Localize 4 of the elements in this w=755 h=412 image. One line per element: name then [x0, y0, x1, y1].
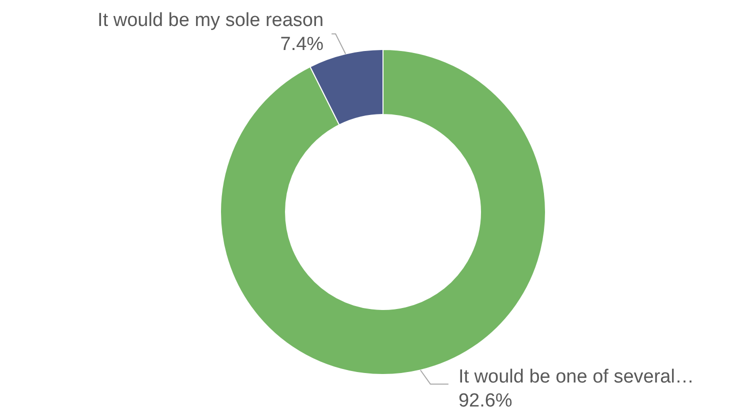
data-label: 92.6% [458, 390, 512, 412]
slice-label: It would be my sole reason [98, 10, 324, 32]
slice-label: It would be one of several… [458, 366, 694, 388]
data-label: 7.4% [280, 34, 324, 56]
